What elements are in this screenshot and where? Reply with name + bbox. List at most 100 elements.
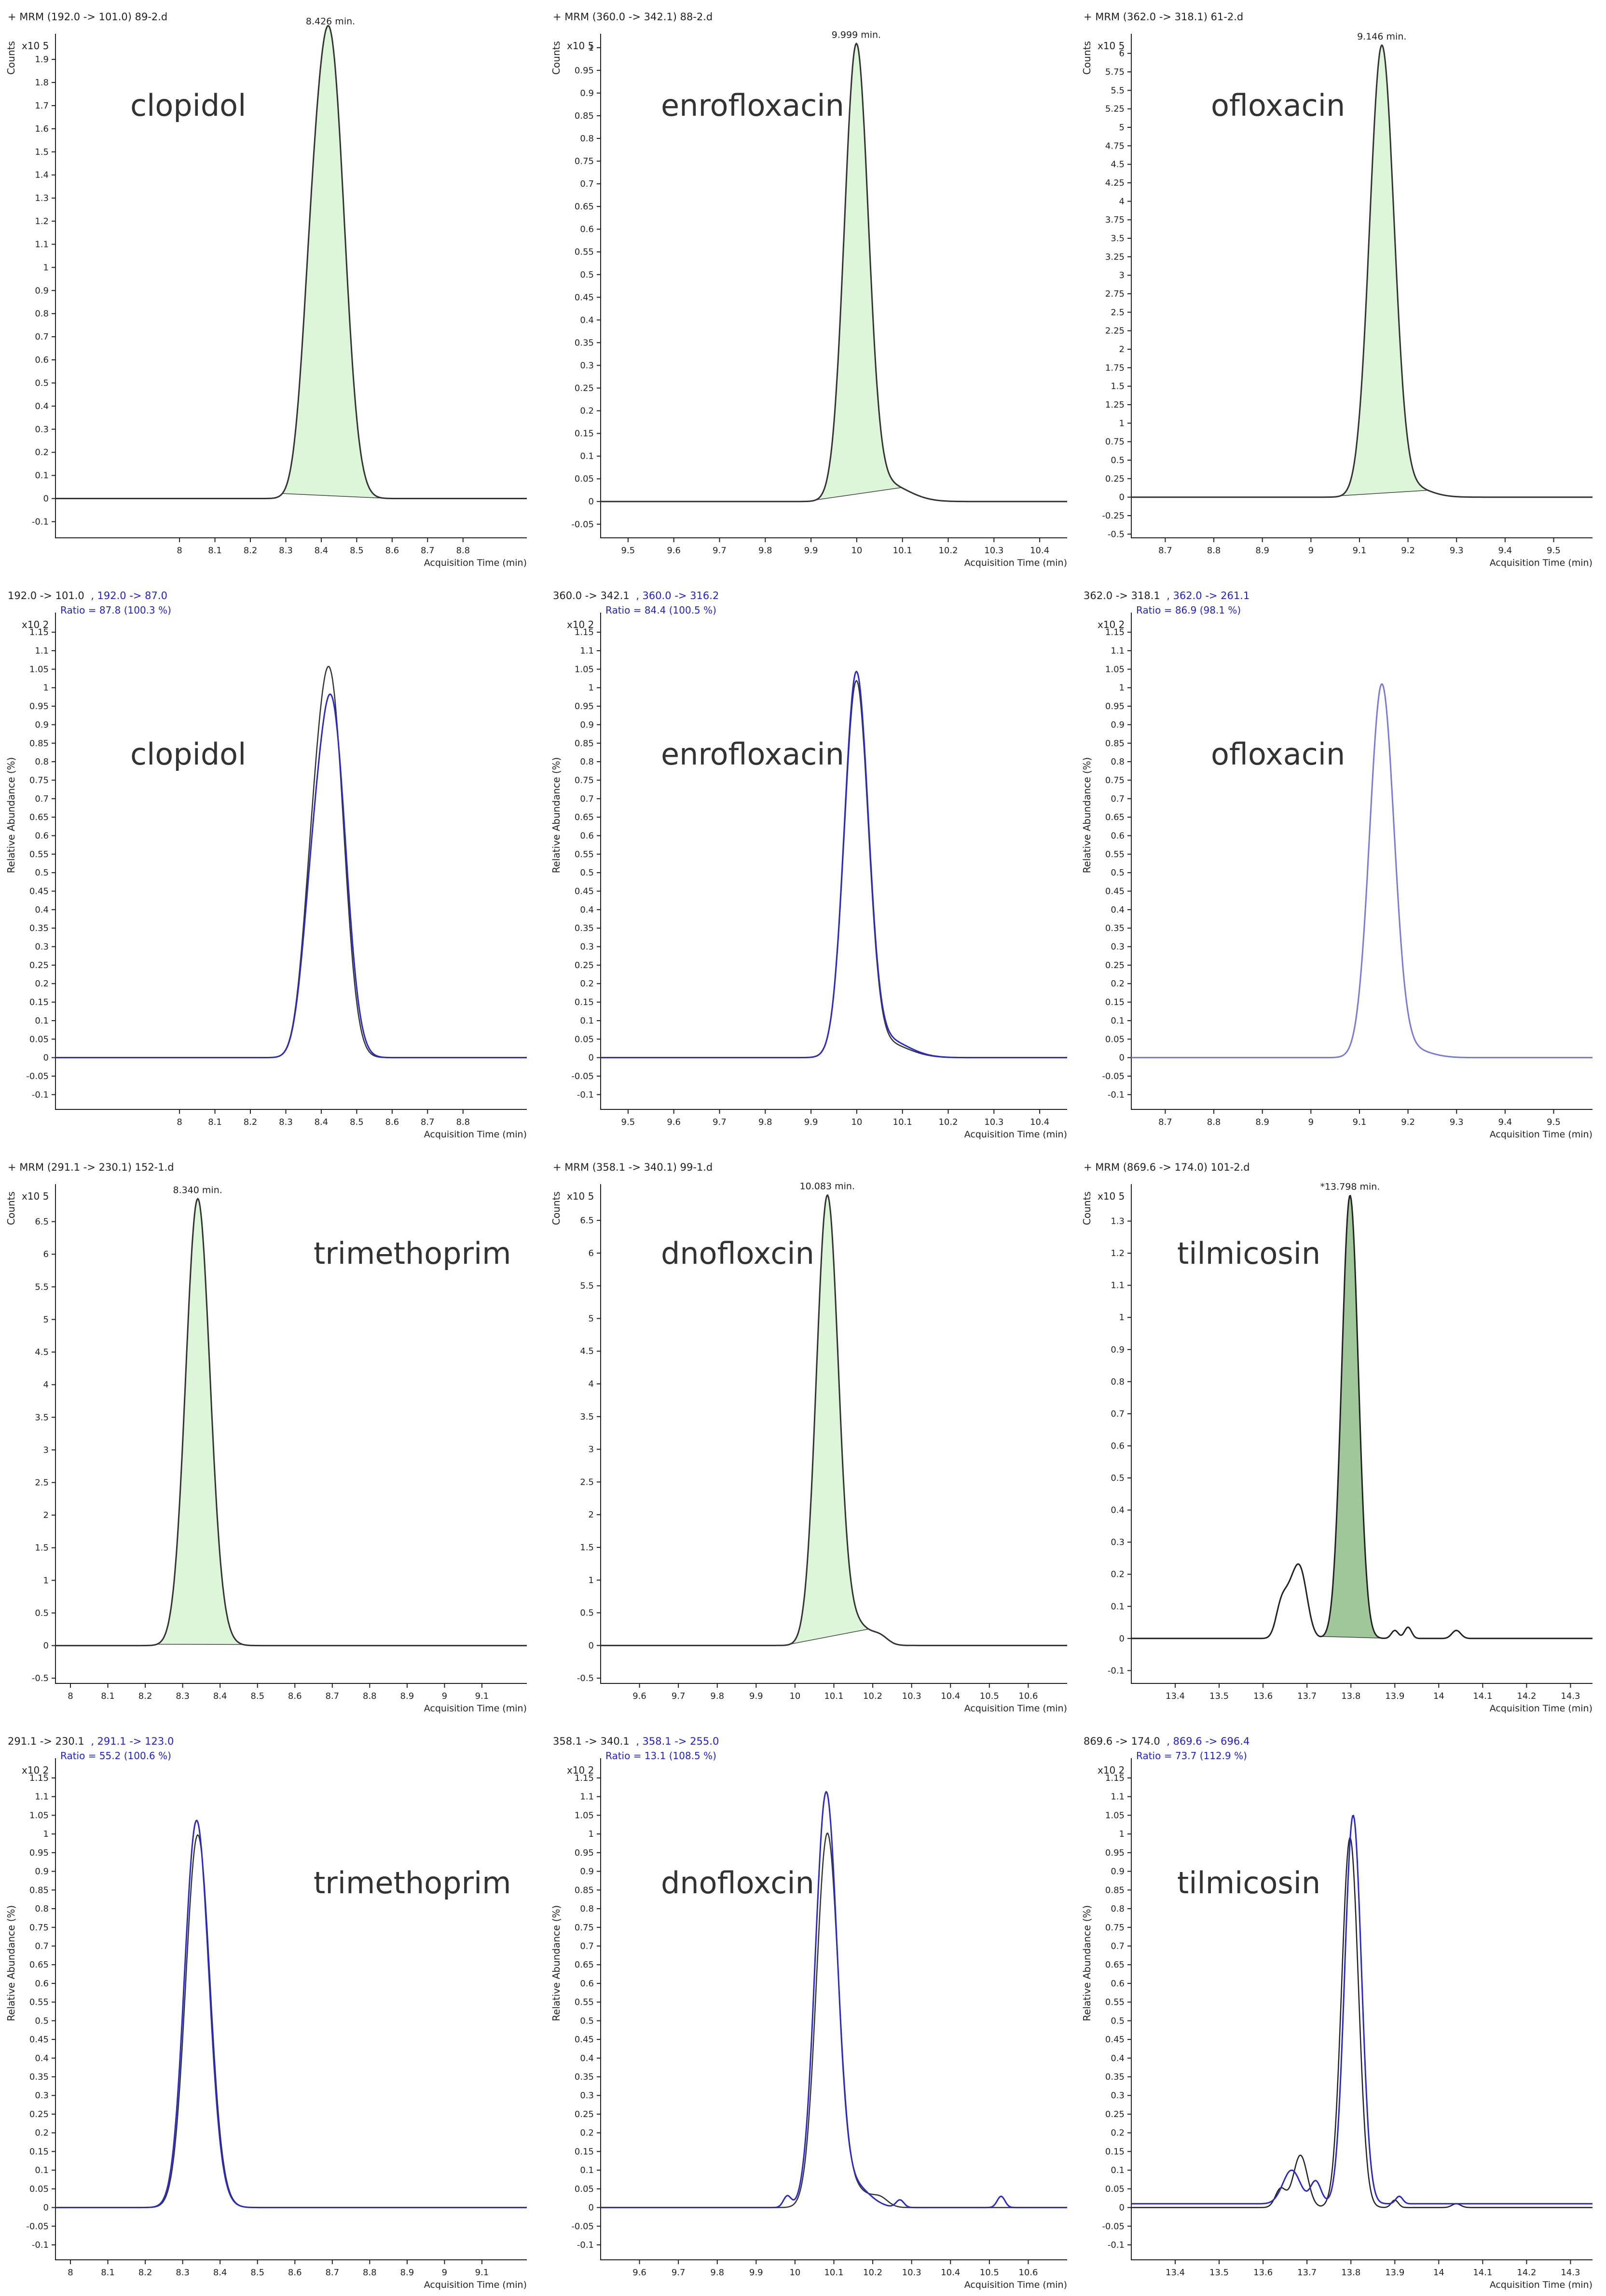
chart-title: 192.0 -> 101.0 xyxy=(8,590,84,601)
y-axis-exponent: x10 5 xyxy=(567,40,594,52)
y-tick-label: 0.25 xyxy=(575,2109,594,2119)
compound-label: tilmicosin xyxy=(1177,1236,1320,1271)
ratio-label: Ratio = 13.1 (108.5 %) xyxy=(605,1750,716,1762)
y-tick-label: 0.2 xyxy=(1111,1570,1125,1580)
y-tick-label: 0.8 xyxy=(35,757,49,767)
y-tick-label: 0 xyxy=(1119,492,1125,503)
y-tick-label: 2.5 xyxy=(35,1478,49,1488)
x-tick-label: 9.2 xyxy=(1401,546,1415,556)
chart-title-qualifier: , 358.1 -> 255.0 xyxy=(636,1736,719,1747)
y-tick-label: 0.1 xyxy=(580,2165,594,2175)
y-tick-label: 1.25 xyxy=(1105,400,1125,410)
y-tick-label: -0.1 xyxy=(1108,1090,1125,1100)
y-tick-label: 0.75 xyxy=(1105,775,1125,785)
y-tick-label: 6 xyxy=(1119,49,1125,59)
x-tick-label: 10.1 xyxy=(824,2268,843,2278)
x-tick-label: 10.2 xyxy=(863,2268,882,2278)
y-tick-label: 3 xyxy=(1119,271,1125,281)
y-tick-label: 1.1 xyxy=(35,646,49,656)
y-tick-label: 0.65 xyxy=(29,812,49,822)
chromatogram-panel: + MRM (192.0 -> 101.0) 89-2.d x10 5 Counts… xyxy=(5,11,527,568)
chart-title: 291.1 -> 230.1 xyxy=(8,1736,84,1747)
y-tick-label: 0.95 xyxy=(575,701,594,711)
y-axis-label: Relative Abundance (%) xyxy=(550,1905,562,2022)
y-axis-exponent: x10 2 xyxy=(1098,1764,1125,1776)
series-line xyxy=(1131,44,1592,498)
x-axis-label: Acquisition Time (min) xyxy=(424,1129,527,1140)
y-tick-label: -0.5 xyxy=(1108,529,1125,539)
x-axis-label: Acquisition Time (min) xyxy=(1490,1129,1592,1140)
x-tick-label: 8.1 xyxy=(208,546,222,556)
y-tick-label: 0.35 xyxy=(575,923,594,933)
y-tick-label: 0.2 xyxy=(35,979,49,989)
y-tick-label: 0.55 xyxy=(29,849,49,860)
x-tick-label: 8.4 xyxy=(213,2268,227,2278)
x-tick-label: 8 xyxy=(177,546,182,556)
compound-label: ofloxacin xyxy=(1211,88,1345,123)
y-tick-label: 0.35 xyxy=(575,2072,594,2082)
y-tick-label: 0 xyxy=(589,497,594,507)
y-tick-label: 0.15 xyxy=(1105,998,1125,1008)
chromatogram-panel: 362.0 -> 318.1 , 362.0 -> 261.1 Ratio = 86… xyxy=(1081,590,1592,1140)
y-tick-label: 0.7 xyxy=(35,332,49,342)
y-tick-label: 0.2 xyxy=(580,406,594,416)
y-tick-label: 0 xyxy=(43,1641,49,1651)
x-tick-label: 8.1 xyxy=(101,1691,115,1701)
chromatogram-panel: + MRM (869.6 -> 174.0) 101-2.d x10 5 Count… xyxy=(1081,1162,1592,1714)
x-tick-label: 9.1 xyxy=(475,1691,489,1701)
x-axis-label: Acquisition Time (min) xyxy=(964,2280,1067,2290)
y-tick-label: 2 xyxy=(1119,344,1125,355)
y-tick-label: 6.5 xyxy=(580,1216,594,1226)
y-tick-label: 5.5 xyxy=(580,1281,594,1291)
y-tick-label: 3.75 xyxy=(1105,215,1125,225)
y-tick-label: 0.1 xyxy=(35,1016,49,1026)
y-axis-exponent: x10 2 xyxy=(22,1764,49,1776)
y-tick-label: 2 xyxy=(589,1510,594,1520)
y-tick-label: 0.9 xyxy=(580,1867,594,1877)
y-tick-label: 3.5 xyxy=(580,1412,594,1422)
y-tick-label: 0.35 xyxy=(1105,2072,1125,2082)
y-tick-label: 0.65 xyxy=(575,812,594,822)
y-tick-label: 0.3 xyxy=(35,424,49,435)
x-tick-label: 9.3 xyxy=(1450,546,1464,556)
y-tick-label: 1.3 xyxy=(1111,1216,1125,1227)
x-tick-label: 8.1 xyxy=(208,1117,222,1127)
y-tick-label: 0.5 xyxy=(1111,1473,1125,1483)
y-tick-label: 0.25 xyxy=(29,2109,49,2119)
y-tick-label: 1.1 xyxy=(35,1792,49,1802)
y-tick-label: 1.5 xyxy=(35,147,49,157)
compound-label: dnofloxcin xyxy=(661,1236,814,1271)
y-tick-label: 1.1 xyxy=(580,646,594,656)
x-tick-label: 13.4 xyxy=(1166,2268,1185,2278)
x-tick-label: 8.5 xyxy=(350,546,364,556)
y-axis-exponent: x10 2 xyxy=(22,619,49,630)
x-tick-label: 13.7 xyxy=(1297,2268,1317,2278)
x-tick-label: 8 xyxy=(68,2268,73,2278)
y-tick-label: 0.9 xyxy=(35,720,49,730)
y-tick-label: 0.25 xyxy=(575,383,594,394)
y-tick-label: 0.85 xyxy=(29,738,49,749)
y-tick-label: 3 xyxy=(43,1445,49,1455)
y-tick-label: 0.5 xyxy=(580,868,594,878)
chromatogram-panel: + MRM (358.1 -> 340.1) 99-1.d x10 5 Counts… xyxy=(550,1162,1067,1714)
chart-title: + MRM (291.1 -> 230.1) 152-1.d xyxy=(8,1162,174,1173)
x-tick-label: 9.8 xyxy=(710,1691,724,1701)
y-tick-label: 0.65 xyxy=(29,1960,49,1970)
compound-label: trimethoprim xyxy=(314,1865,511,1900)
y-tick-label: -0.05 xyxy=(571,2221,594,2231)
x-tick-label: 9 xyxy=(1308,546,1314,556)
chromatogram-panel: 291.1 -> 230.1 , 291.1 -> 123.0 Ratio = 55… xyxy=(5,1736,527,2290)
y-tick-label: 1 xyxy=(43,1575,49,1585)
y-tick-label: 0.75 xyxy=(575,1923,594,1933)
x-tick-label: 10.5 xyxy=(980,1691,999,1701)
y-tick-label: 0 xyxy=(1119,1053,1125,1063)
y-tick-label: 0.4 xyxy=(1111,2053,1125,2064)
x-tick-label: 9.5 xyxy=(1547,546,1561,556)
y-tick-label: 0.3 xyxy=(580,2091,594,2101)
y-tick-label: 0.7 xyxy=(580,1941,594,1951)
y-tick-label: 0.75 xyxy=(29,1923,49,1933)
y-tick-label: 2.5 xyxy=(580,1477,594,1487)
x-tick-label: 10.4 xyxy=(1030,546,1049,556)
x-tick-label: 8.8 xyxy=(1207,546,1221,556)
x-tick-label: 8.9 xyxy=(400,2268,414,2278)
